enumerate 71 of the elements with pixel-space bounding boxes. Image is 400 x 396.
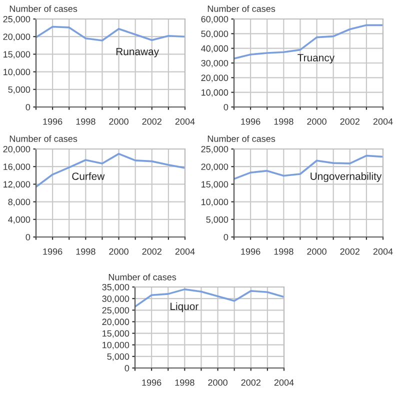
y-tick-label: 20,000: [201, 164, 228, 172]
y-tick-label: 5,000: [206, 216, 228, 224]
y-tick-label: 12,000: [4, 181, 30, 189]
line-series: [234, 154, 383, 180]
x-tick-label: 1998: [76, 118, 96, 125]
y-tick-label: 10,000: [4, 68, 30, 76]
y-tick-label: 0: [224, 234, 228, 240]
x-tick-label: 1996: [142, 379, 162, 386]
x-tick-label: 2002: [340, 248, 360, 255]
y-tick-label: 0: [124, 364, 130, 372]
x-tick-label: 2004: [373, 248, 393, 255]
x-tick-label: 1998: [274, 118, 294, 125]
x-tick-label: 2002: [142, 248, 162, 255]
x-tick-label: 2004: [373, 118, 393, 125]
y-tick-label: 20,000: [201, 74, 228, 82]
y-tick-label: 40,000: [201, 45, 228, 53]
x-tick-label: 2000: [109, 248, 128, 255]
y-tick-label: 15,000: [102, 330, 130, 338]
series-label: Curfew: [72, 172, 105, 180]
y-axis-title: Number of cases: [208, 135, 276, 142]
y-tick-label: 5,000: [107, 353, 130, 361]
y-tick-label: 25,000: [3, 16, 30, 24]
x-tick-label: 2000: [307, 118, 326, 125]
x-tick-label: 1996: [241, 248, 260, 255]
y-tick-label: 0: [224, 104, 228, 110]
y-tick-label: 10,000: [102, 342, 130, 350]
x-tick-label: 2004: [175, 248, 195, 255]
x-tick-label: 2002: [142, 118, 162, 125]
x-tick-label: 1998: [175, 379, 194, 386]
y-tick-label: 15,000: [4, 51, 30, 59]
x-tick-label: 2002: [340, 118, 360, 125]
y-axis-title: Number of cases: [108, 274, 176, 280]
x-tick-label: 1996: [241, 118, 260, 125]
y-tick-label: 30,000: [201, 60, 228, 68]
y-axis-title: Number of cases: [10, 5, 78, 12]
series-label: Runaway: [116, 48, 160, 58]
x-tick-label: 1998: [76, 248, 96, 255]
y-tick-label: 10,000: [202, 89, 228, 97]
x-tick-label: 1996: [43, 118, 62, 125]
y-tick-label: 16,000: [4, 164, 30, 172]
x-tick-label: 2004: [274, 379, 294, 386]
y-tick-label: 20,000: [3, 146, 30, 154]
y-tick-label: 5,000: [8, 86, 30, 94]
line-series: [36, 26, 185, 42]
y-tick-label: 30,000: [102, 296, 130, 303]
x-tick-label: 2004: [175, 118, 195, 125]
y-tick-label: 4,000: [8, 216, 30, 224]
y-tick-label: 25,000: [201, 146, 228, 154]
x-tick-label: 2000: [307, 248, 326, 255]
y-tick-label: 60,000: [201, 16, 228, 24]
y-tick-label: 15,000: [202, 181, 228, 189]
x-tick-label: 2002: [241, 379, 260, 386]
line-series: [36, 152, 185, 188]
series-label: Truancy: [298, 54, 335, 64]
x-tick-label: 2000: [109, 118, 128, 125]
y-tick-label: 35,000: [102, 284, 130, 292]
y-tick-label: 25,000: [102, 307, 130, 315]
y-axis-title: Number of cases: [208, 5, 276, 12]
x-tick-label: 1996: [43, 248, 62, 255]
series-label: Liquor: [170, 302, 198, 312]
y-axis-title: Number of cases: [10, 135, 78, 142]
y-tick-label: 8,000: [8, 198, 30, 206]
y-tick-label: 50,000: [201, 30, 228, 38]
y-tick-label: 0: [26, 234, 30, 240]
y-tick-label: 0: [26, 104, 30, 110]
x-tick-label: 2000: [208, 379, 228, 386]
x-tick-label: 1998: [274, 248, 294, 255]
y-tick-label: 10,000: [202, 198, 228, 206]
y-tick-label: 20,000: [102, 318, 130, 326]
y-tick-label: 20,000: [3, 34, 30, 42]
series-label: Ungovernability: [310, 172, 382, 182]
